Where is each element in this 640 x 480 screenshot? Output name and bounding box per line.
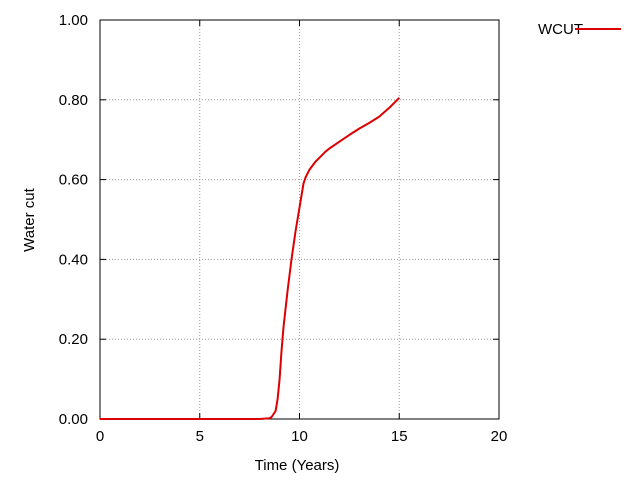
- legend-label-wcut: WCUT: [538, 21, 583, 38]
- axis-ticks: 0 5 10 15 20 0.00 0.20 0.40 0.60 0.80 1.00: [59, 12, 508, 445]
- y-tick-label: 0.20: [59, 331, 88, 348]
- x-tick-label: 10: [291, 428, 308, 445]
- x-tick-label: 15: [391, 428, 408, 445]
- y-tick-label: 0.40: [59, 251, 88, 268]
- y-axis-label: Water cut: [21, 187, 38, 251]
- x-axis-label: Time (Years): [255, 457, 340, 474]
- grid-lines: [100, 20, 499, 419]
- y-tick-label: 0.60: [59, 172, 88, 189]
- y-tick-label: 1.00: [59, 12, 88, 29]
- x-tick-label: 0: [96, 428, 104, 445]
- x-tick-label: 5: [196, 428, 204, 445]
- legend: WCUT: [538, 21, 621, 38]
- y-tick-label: 0.00: [59, 411, 88, 428]
- y-tick-label: 0.80: [59, 92, 88, 109]
- series-line-wcut: [100, 97, 401, 420]
- x-tick-label: 20: [491, 428, 508, 445]
- series-layer: [100, 97, 401, 420]
